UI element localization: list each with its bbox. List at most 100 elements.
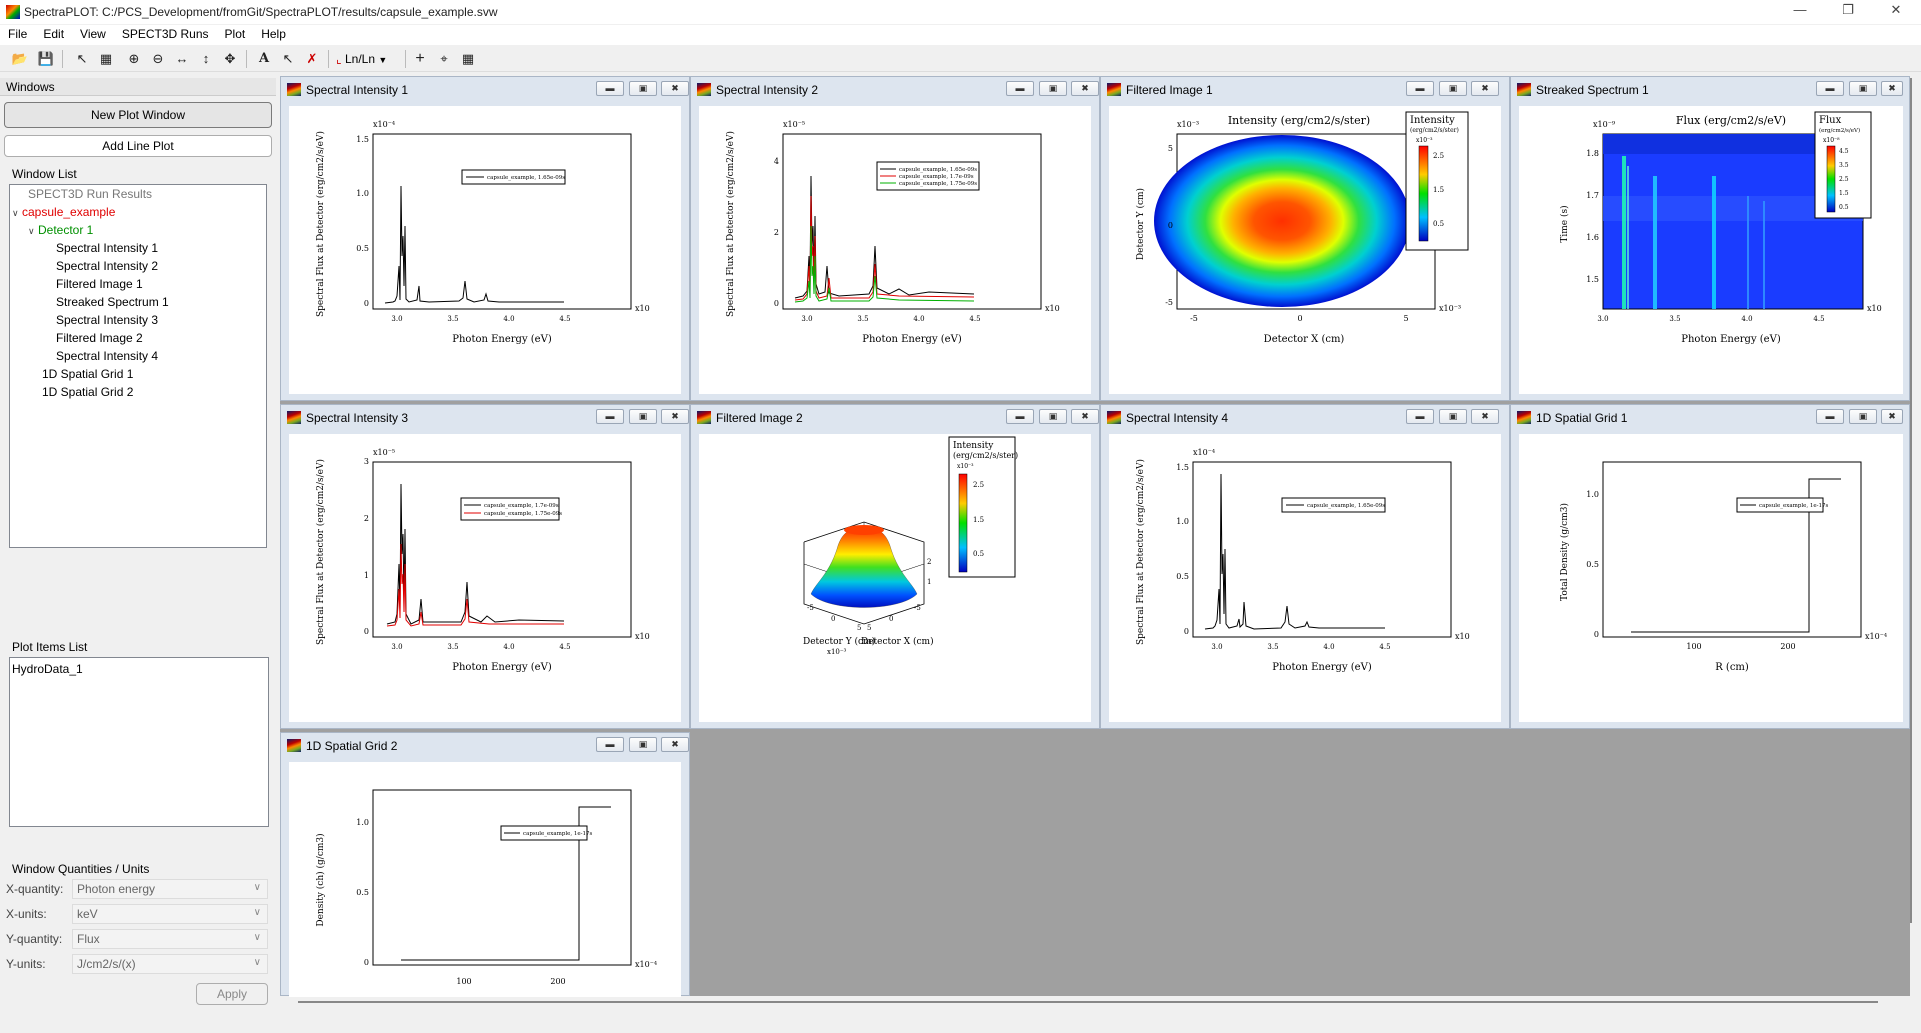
target-icon[interactable]: ⌖ <box>440 51 448 66</box>
window-titlebar[interactable]: Filtered Image 2 ▬ ▣ ✖ <box>691 405 1099 429</box>
plot-area[interactable]: x10⁻⁴ 1.5 1.0 0.5 0 3.0 3.5 4.0 4.5 x10 … <box>1109 434 1501 722</box>
window-close-button[interactable]: ✖ <box>1471 81 1499 96</box>
zoom-in-icon[interactable]: ⊕ <box>128 51 140 66</box>
plot-area[interactable]: x10⁻⁵ 4 2 0 3.0 3.5 4.0 4.5 x10 Photon E… <box>699 106 1091 394</box>
window-minimize-button[interactable]: ▬ <box>596 81 624 96</box>
add-line-plot-button[interactable]: Add Line Plot <box>4 135 272 157</box>
menu-view[interactable]: View <box>80 27 106 41</box>
plot-area[interactable]: 1.0 0.5 0 100 200 x10⁻⁴ Density (ch) (g/… <box>289 762 681 997</box>
save-icon[interactable]: 💾 <box>37 51 55 66</box>
window-close-button[interactable]: ✖ <box>1071 409 1099 424</box>
plot-window-1d-spatial-grid-2[interactable]: 1D Spatial Grid 2 ▬ ▣ ✖ 1.0 0.5 0 100 20… <box>280 732 690 997</box>
vertical-scrollbar[interactable] <box>1910 78 1912 923</box>
plot-window-1d-spatial-grid-1[interactable]: 1D Spatial Grid 1 ▬ ▣ ✖ 1.0 0.5 0 100 20… <box>1510 404 1910 729</box>
y-units-select[interactable]: J/cm2/s/(x) ∨ <box>72 954 268 974</box>
window-list-tree[interactable]: SPECT3D Run Results ∨ capsule_example ∨ De… <box>9 184 267 548</box>
tree-item-filtered-image-2[interactable]: Filtered Image 2 <box>56 331 143 345</box>
menu-file[interactable]: File <box>8 27 28 41</box>
tree-item-spectral-intensity-3[interactable]: Spectral Intensity 3 <box>56 313 159 327</box>
tree-item-filtered-image-1[interactable]: Filtered Image 1 <box>56 277 143 291</box>
plot-item-hydrodata[interactable]: HydroData_1 <box>12 662 83 676</box>
window-titlebar[interactable]: Spectral Intensity 1 ▬ ▣ ✖ <box>281 77 689 101</box>
maximize-button[interactable]: ❐ <box>1842 2 1854 17</box>
plot-window-spectral-intensity-1[interactable]: Spectral Intensity 1 ▬ ▣ ✖ x10⁻⁴ 1.5 1.0… <box>280 76 690 401</box>
tree-item-streaked-spectrum-1[interactable]: Streaked Spectrum 1 <box>56 295 169 309</box>
new-plot-window-button[interactable]: New Plot Window <box>4 102 272 128</box>
tree-item-spectral-intensity-4[interactable]: Spectral Intensity 4 <box>56 349 159 363</box>
window-close-button[interactable]: ✖ <box>1071 81 1099 96</box>
apply-button[interactable]: Apply <box>196 983 268 1005</box>
tree-root[interactable]: SPECT3D Run Results <box>28 187 153 201</box>
window-maximize-button[interactable]: ▣ <box>1439 81 1467 96</box>
tree-item-1d-spatial-grid-1[interactable]: 1D Spatial Grid 1 <box>42 367 134 381</box>
plot-window-filtered-image-2[interactable]: Filtered Image 2 ▬ ▣ ✖ <box>690 404 1100 729</box>
window-titlebar[interactable]: Spectral Intensity 4 ▬ ▣ ✖ <box>1101 405 1509 429</box>
window-titlebar[interactable]: Spectral Intensity 3 ▬ ▣ ✖ <box>281 405 689 429</box>
pan-horizontal-icon[interactable]: ↔ <box>175 51 189 66</box>
window-minimize-button[interactable]: ▬ <box>1816 409 1844 424</box>
move-icon[interactable]: ✥ <box>224 51 236 66</box>
close-button[interactable]: ✕ <box>1890 2 1902 17</box>
expand-arrow-icon[interactable]: ∨ <box>12 208 19 218</box>
open-folder-icon[interactable]: 📂 <box>11 51 29 66</box>
plot-window-spectral-intensity-3[interactable]: Spectral Intensity 3 ▬ ▣ ✖ x10⁻⁵ 3 2 1 0… <box>280 404 690 729</box>
tree-item-spectral-intensity-2[interactable]: Spectral Intensity 2 <box>56 259 159 273</box>
plot-items-list[interactable]: HydroData_1 <box>9 657 269 827</box>
menu-spect3d-runs[interactable]: SPECT3D Runs <box>121 27 209 41</box>
window-maximize-button[interactable]: ▣ <box>629 81 657 96</box>
pointer-icon[interactable]: ↖ <box>76 51 88 66</box>
minimize-button[interactable]: — <box>1793 2 1807 17</box>
window-maximize-button[interactable]: ▣ <box>1439 409 1467 424</box>
plot-area[interactable]: x10⁻³ Intensity (erg/cm2/s/ster) 5 0 -5 … <box>1109 106 1501 394</box>
arrow-annotation-icon[interactable]: ↖ <box>282 51 294 66</box>
window-minimize-button[interactable]: ▬ <box>1006 409 1034 424</box>
plot-area[interactable]: x10⁻⁹ Flux (erg/cm2/s/eV) 1.8 1.7 1.6 1.… <box>1519 106 1903 394</box>
expand-arrow-icon[interactable]: ∨ <box>28 226 35 236</box>
grid-icon[interactable]: ▦ <box>461 51 475 66</box>
crosshair-icon[interactable]: + <box>415 50 425 67</box>
window-maximize-button[interactable]: ▣ <box>629 737 657 752</box>
window-minimize-button[interactable]: ▬ <box>596 409 624 424</box>
plot-window-spectral-intensity-4[interactable]: Spectral Intensity 4 ▬ ▣ ✖ x10⁻⁴ 1.5 1.0… <box>1100 404 1510 729</box>
menu-help[interactable]: Help <box>261 27 286 41</box>
plot-window-spectral-intensity-2[interactable]: Spectral Intensity 2 ▬ ▣ ✖ x10⁻⁵ 4 2 0 3… <box>690 76 1100 401</box>
plot-window-filtered-image-1[interactable]: Filtered Image 1 ▬ ▣ ✖ <box>1100 76 1510 401</box>
window-maximize-button[interactable]: ▣ <box>1849 409 1877 424</box>
window-titlebar[interactable]: 1D Spatial Grid 2 ▬ ▣ ✖ <box>281 733 689 757</box>
window-maximize-button[interactable]: ▣ <box>1039 81 1067 96</box>
window-close-button[interactable]: ✖ <box>1881 81 1903 96</box>
window-minimize-button[interactable]: ▬ <box>596 737 624 752</box>
x-units-select[interactable]: keV ∨ <box>72 904 268 924</box>
window-minimize-button[interactable]: ▬ <box>1406 81 1434 96</box>
window-close-button[interactable]: ✖ <box>661 737 689 752</box>
window-titlebar[interactable]: Streaked Spectrum 1 ▬ ▣ ✖ <box>1511 77 1909 101</box>
plot-area[interactable]: -5 0 5 5 0 -5 2 1 Detector Y (cm) Detect… <box>699 434 1091 722</box>
delete-annotation-icon[interactable]: ✗ <box>306 51 318 66</box>
window-minimize-button[interactable]: ▬ <box>1816 81 1844 96</box>
pan-vertical-icon[interactable]: ↕ <box>202 51 210 66</box>
plot-area[interactable]: 1.0 0.5 0 100 200 x10⁻⁴ R (cm) Total Den… <box>1519 434 1903 722</box>
text-annotation-icon[interactable]: A <box>258 51 270 66</box>
window-close-button[interactable]: ✖ <box>661 409 689 424</box>
plot-window-streaked-spectrum-1[interactable]: Streaked Spectrum 1 ▬ ▣ ✖ x10⁻⁹ Flux (er… <box>1510 76 1910 401</box>
window-close-button[interactable]: ✖ <box>1471 409 1499 424</box>
menu-plot[interactable]: Plot <box>224 27 246 41</box>
zoom-out-icon[interactable]: ⊖ <box>152 51 164 66</box>
tree-item-spectral-intensity-1[interactable]: Spectral Intensity 1 <box>56 241 159 255</box>
window-titlebar[interactable]: Filtered Image 1 ▬ ▣ ✖ <box>1101 77 1509 101</box>
y-quantity-select[interactable]: Flux ∨ <box>72 929 268 949</box>
plot-area[interactable]: x10⁻⁵ 3 2 1 0 3.0 3.5 4.0 4.5 x10 Photon… <box>289 434 681 722</box>
tree-item-1d-spatial-grid-2[interactable]: 1D Spatial Grid 2 <box>42 385 134 399</box>
window-minimize-button[interactable]: ▬ <box>1406 409 1434 424</box>
x-quantity-select[interactable]: Photon energy ∨ <box>72 879 268 899</box>
tree-run-capsule[interactable]: ∨ capsule_example <box>12 205 115 219</box>
window-maximize-button[interactable]: ▣ <box>629 409 657 424</box>
window-titlebar[interactable]: 1D Spatial Grid 1 ▬ ▣ ✖ <box>1511 405 1909 429</box>
window-titlebar[interactable]: Spectral Intensity 2 ▬ ▣ ✖ <box>691 77 1099 101</box>
plot-area[interactable]: x10⁻⁴ 1.5 1.0 0.5 0 3.0 3.5 4.0 4.5 x10 … <box>289 106 681 394</box>
window-minimize-button[interactable]: ▬ <box>1006 81 1034 96</box>
window-maximize-button[interactable]: ▣ <box>1039 409 1067 424</box>
scale-dropdown[interactable]: ⌞ Ln/Ln ▼ <box>336 50 387 68</box>
tree-detector-1[interactable]: ∨ Detector 1 <box>28 223 93 237</box>
menu-edit[interactable]: Edit <box>43 27 65 41</box>
